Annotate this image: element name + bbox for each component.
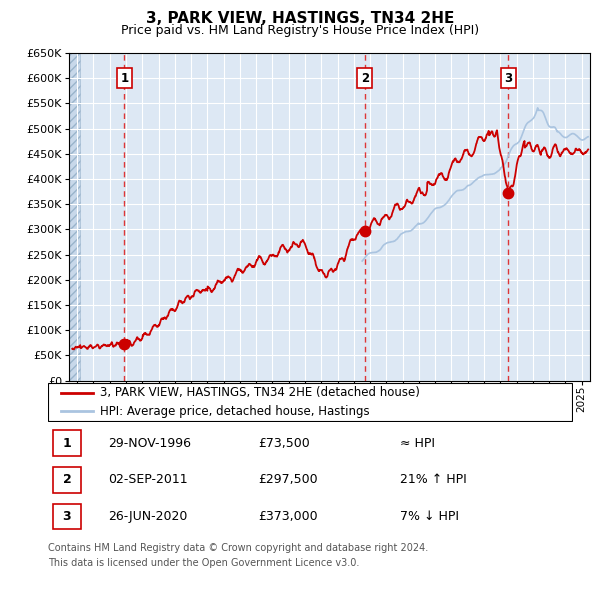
Text: 1: 1 [62,437,71,450]
Text: 2: 2 [62,473,71,486]
Bar [69,53,80,381]
Text: 26-JUN-2020: 26-JUN-2020 [109,510,188,523]
Bar [53,431,80,456]
Bar [53,504,80,529]
Text: £73,500: £73,500 [258,437,310,450]
Text: 3, PARK VIEW, HASTINGS, TN34 2HE: 3, PARK VIEW, HASTINGS, TN34 2HE [146,11,454,27]
Text: £373,000: £373,000 [258,510,317,523]
Text: Contains HM Land Registry data © Crown copyright and database right 2024.: Contains HM Land Registry data © Crown c… [48,543,428,553]
Text: 1: 1 [121,72,128,85]
Text: This data is licensed under the Open Government Licence v3.0.: This data is licensed under the Open Gov… [48,558,359,568]
Text: 3, PARK VIEW, HASTINGS, TN34 2HE (detached house): 3, PARK VIEW, HASTINGS, TN34 2HE (detach… [101,386,421,399]
Text: 29-NOV-1996: 29-NOV-1996 [109,437,191,450]
Text: 3: 3 [504,72,512,85]
Text: HPI: Average price, detached house, Hastings: HPI: Average price, detached house, Hast… [101,405,370,418]
Text: ≈ HPI: ≈ HPI [400,437,435,450]
Text: 21% ↑ HPI: 21% ↑ HPI [400,473,467,486]
Bar [53,467,80,493]
Text: 02-SEP-2011: 02-SEP-2011 [109,473,188,486]
Text: 7% ↓ HPI: 7% ↓ HPI [400,510,459,523]
Text: 2: 2 [361,72,369,85]
Text: Price paid vs. HM Land Registry's House Price Index (HPI): Price paid vs. HM Land Registry's House … [121,24,479,37]
Text: £297,500: £297,500 [258,473,317,486]
Text: 3: 3 [62,510,71,523]
